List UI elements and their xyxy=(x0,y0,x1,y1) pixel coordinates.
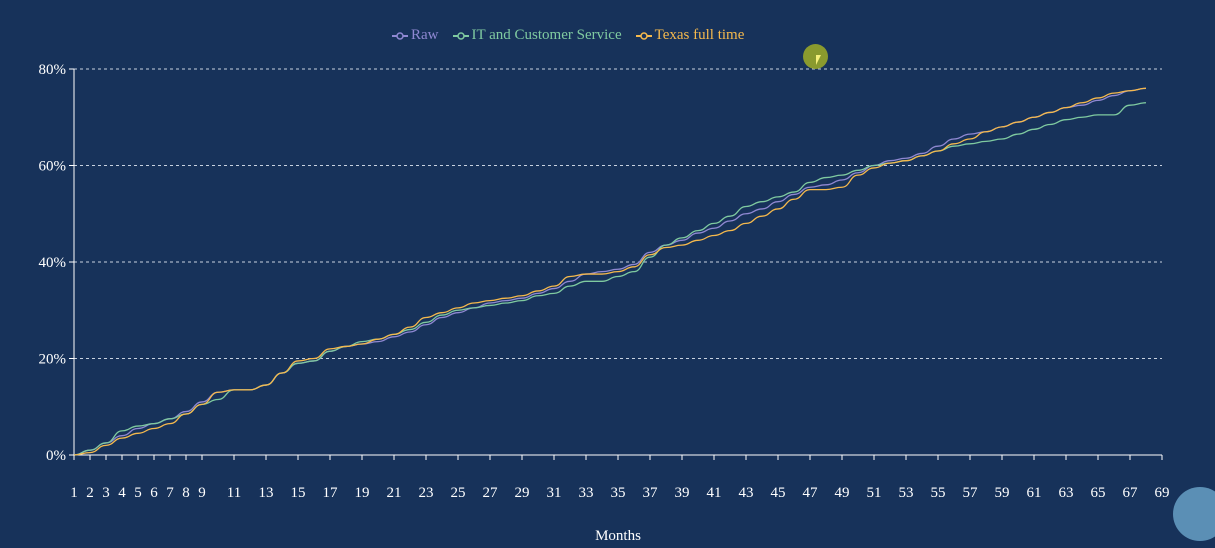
x-tick-label: 8 xyxy=(182,485,190,501)
x-tick-label: 43 xyxy=(739,485,754,501)
x-tick-label: 31 xyxy=(547,485,562,501)
x-tick-label: 39 xyxy=(675,485,690,501)
x-tick-label: 65 xyxy=(1091,485,1106,501)
y-tick-label: 20% xyxy=(39,352,67,368)
x-tick-label: 7 xyxy=(166,485,174,501)
x-tick-label: 19 xyxy=(355,485,370,501)
x-tick-label: 29 xyxy=(515,485,530,501)
x-tick-label: 23 xyxy=(419,485,434,501)
x-tick-label: 57 xyxy=(963,485,979,501)
series-line-texas-full-time xyxy=(73,87,1147,456)
x-tick-label: 35 xyxy=(611,485,626,501)
legend-label: IT and Customer Service xyxy=(471,27,622,43)
legend-marker-icon xyxy=(635,31,652,40)
x-tick-label: 37 xyxy=(643,485,659,501)
legend: Raw IT and Customer Service Texas full t… xyxy=(392,27,744,44)
y-tick-label: 40% xyxy=(39,255,67,271)
y-tick-label: 0% xyxy=(46,448,66,464)
x-tick-label: 61 xyxy=(1027,485,1042,501)
x-tick-label: 49 xyxy=(835,485,850,501)
x-tick-label: 11 xyxy=(227,485,241,501)
x-tick-label: 63 xyxy=(1059,485,1074,501)
x-tick-label: 59 xyxy=(995,485,1010,501)
x-tick-label: 51 xyxy=(867,485,882,501)
x-tick-label: 13 xyxy=(259,485,274,501)
x-tick-label: 1 xyxy=(70,485,78,501)
x-tick-label: 53 xyxy=(899,485,914,501)
x-tick-label: 6 xyxy=(150,485,158,501)
legend-item-it[interactable]: IT and Customer Service xyxy=(452,27,622,44)
x-tick-label: 47 xyxy=(803,485,819,501)
x-tick-label: 41 xyxy=(707,485,722,501)
legend-label: Raw xyxy=(411,27,439,43)
x-tick-label: 3 xyxy=(102,485,110,501)
legend-marker-icon xyxy=(392,31,408,40)
legend-item-texas[interactable]: Texas full time xyxy=(635,27,745,44)
series-line-raw xyxy=(73,87,1147,456)
series-line-it-and-customer-service xyxy=(73,102,1147,456)
legend-marker-icon xyxy=(452,31,469,40)
x-tick-label: 55 xyxy=(931,485,946,501)
x-tick-label: 27 xyxy=(483,485,499,501)
x-tick-label: 2 xyxy=(86,485,94,501)
y-tick-label: 80% xyxy=(39,62,67,78)
legend-label: Texas full time xyxy=(654,27,745,43)
x-tick-label: 9 xyxy=(198,485,206,501)
x-tick-label: 5 xyxy=(134,485,142,501)
y-tick-label: 60% xyxy=(39,159,67,175)
x-tick-label: 21 xyxy=(387,485,402,501)
x-tick-label: 17 xyxy=(323,485,339,501)
x-tick-label: 4 xyxy=(118,485,126,501)
x-tick-label: 69 xyxy=(1155,485,1170,501)
x-tick-label: 25 xyxy=(451,485,466,501)
x-tick-label: 45 xyxy=(771,485,786,501)
recorder-badge[interactable] xyxy=(1173,487,1215,541)
cursor-highlight xyxy=(803,44,828,69)
x-tick-label: 33 xyxy=(579,485,594,501)
x-axis-label: Months xyxy=(595,528,641,544)
x-tick-label: 67 xyxy=(1123,485,1139,501)
x-tick-label: 15 xyxy=(291,485,306,501)
mouse-cursor-icon xyxy=(816,55,821,65)
legend-item-raw[interactable]: Raw xyxy=(392,27,439,44)
